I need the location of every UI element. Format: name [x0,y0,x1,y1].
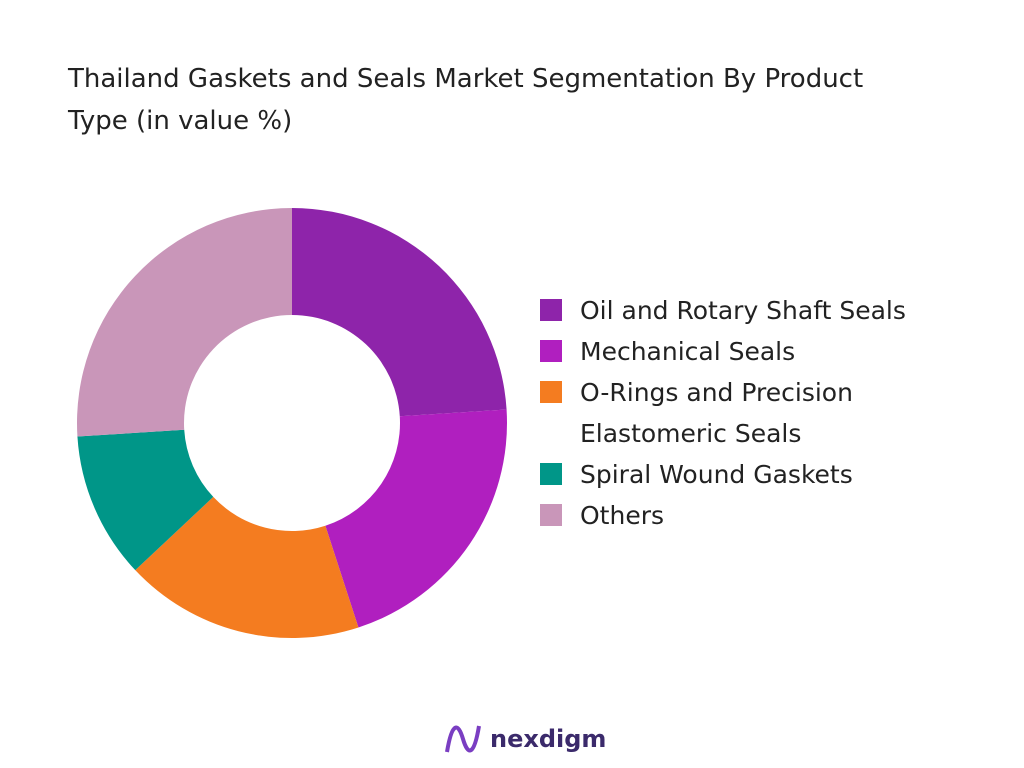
chart-title: Thailand Gaskets and Seals Market Segmen… [68,64,864,136]
legend: Oil and Rotary Shaft Seals Mechanical Sea… [540,290,960,536]
logo: nexdigm [444,722,606,756]
donut-slice [77,429,214,571]
donut-slice [77,208,292,437]
legend-label: Mechanical Seals [580,337,796,366]
legend-label: Spiral Wound Gaskets [580,460,853,489]
legend-item: Mechanical Seals [540,331,960,372]
donut-slice [135,496,359,639]
legend-swatch [540,299,562,321]
legend-swatch [540,340,562,362]
legend-label: Others [580,501,665,530]
donut-slice [292,208,507,417]
donut-slice [325,409,508,628]
legend-label: Oil and Rotary Shaft Seals [580,296,906,325]
legend-swatch [540,463,562,485]
legend-label: O-Rings and Precision Elastomeric Seals [580,378,853,448]
legend-item: Oil and Rotary Shaft Seals [540,290,960,331]
logo-icon [445,725,481,753]
legend-swatch [540,381,562,403]
legend-item: Others [540,495,960,536]
legend-item: O-Rings and Precision Elastomeric Seals [540,372,960,454]
logo-text: nexdigm [490,725,607,753]
legend-swatch [540,504,562,526]
legend-item: Spiral Wound Gaskets [540,454,960,495]
